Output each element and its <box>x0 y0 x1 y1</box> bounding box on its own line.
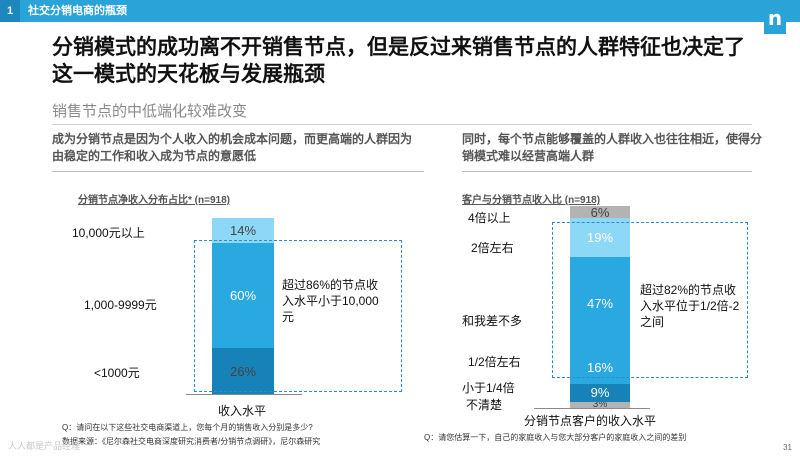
left-category-label: 10,000元以上 <box>72 226 145 240</box>
left-divider <box>52 171 424 172</box>
right-chart-annotation: 超过82%的节点收入水平位于1/2倍-2之间 <box>640 283 740 329</box>
right-category-label: 不清楚 <box>466 398 503 412</box>
bar-segment-1/2倍左右: 16% <box>570 351 630 384</box>
bar-segment-1,000-9999元: 60% <box>212 242 274 349</box>
left-stacked-bar: 26% 60% 14% <box>212 218 274 394</box>
bar-segment-4倍以上: 6% <box>570 204 630 220</box>
data-label: 19% <box>586 229 614 245</box>
left-category-label: <1000元 <box>94 366 140 380</box>
right-stacked-bar: 3% 9% 16% 47% 19% 6% <box>570 204 630 411</box>
bar-segment-<1000元: 26% <box>212 348 274 394</box>
left-x-axis-label: 收入水平 <box>218 404 267 418</box>
data-label: 16% <box>586 360 614 376</box>
bar-segment-小于1/4倍: 9% <box>570 383 630 402</box>
right-chart-baseline <box>534 408 650 409</box>
data-label: 26% <box>229 363 257 379</box>
left-source-footnote: 数据来源：《尼尔森社交电商深度研究消费者/分销节点调研》，尼尔森研究 <box>62 437 321 446</box>
watermark: 人人都是产品经理 <box>8 441 81 451</box>
section-title: 社交分销电商的瓶颈 <box>28 5 127 17</box>
right-category-label: 2倍左右 <box>471 241 514 255</box>
left-question-footnote: Q：请问在以下这些社交电商渠道上，您每个月的销售收入分别是多少? <box>62 423 313 432</box>
right-category-label: 4倍以上 <box>468 211 511 225</box>
right-question-footnote: Q：请您估算一下，自己的家庭收入与您大部分客户的家庭收入之间的差别 <box>424 433 687 442</box>
right-x-axis-label: 分销节点客户的收入水平 <box>524 414 657 428</box>
divider <box>52 124 752 125</box>
left-chart-annotation: 超过86%的节点收入水平小于10,000元 <box>282 278 379 324</box>
right-lead-text: 同时，每个节点能够覆盖的人群收入也往往相近，使得分销模式难以经营高端人群 <box>462 132 763 163</box>
data-label: 6% <box>590 204 610 220</box>
data-label: 3% <box>592 399 608 411</box>
right-category-label: 1/2倍左右 <box>468 355 521 369</box>
right-highlight-box <box>552 222 748 378</box>
bar-segment-10,000元以上: 14% <box>212 218 274 243</box>
data-label: 9% <box>590 385 610 401</box>
page-headline: 分销模式的成功离不开销售节点，但是反过来销售节点的人群特征也决定了这一模式的天花… <box>52 36 745 86</box>
left-highlight-box <box>194 240 402 392</box>
nielsen-logo-icon: n <box>764 4 786 34</box>
left-chart-title: 分销节点净收入分布占比* (n=918) <box>78 195 230 206</box>
right-chart-title: 客户与分销节点收入比 (n=918) <box>462 195 601 206</box>
left-chart-baseline <box>186 394 302 395</box>
section-number: 1 <box>0 0 20 22</box>
data-label: 47% <box>586 296 614 312</box>
bar-segment-不清楚: 3% <box>570 399 630 411</box>
page-number: 31 <box>783 443 792 452</box>
left-lead-text: 成为分销节点是因为个人收入的机会成本问题，而更高端的人群因为由稳定的工作和收入成… <box>52 132 413 163</box>
section-header-bar: 1 社交分销电商的瓶颈 <box>0 0 800 22</box>
bar-segment-和我差不多: 47% <box>570 256 630 352</box>
data-label: 60% <box>229 287 257 303</box>
left-category-label: 1,000-9999元 <box>84 298 157 312</box>
right-category-label: 和我差不多 <box>462 314 523 328</box>
page-subheadline: 销售节点的中低端化较难改变 <box>52 103 248 120</box>
bar-segment-2倍左右: 19% <box>570 218 630 257</box>
right-category-label: 小于1/4倍 <box>462 381 515 395</box>
right-divider <box>462 171 752 172</box>
data-label: 14% <box>229 222 257 238</box>
